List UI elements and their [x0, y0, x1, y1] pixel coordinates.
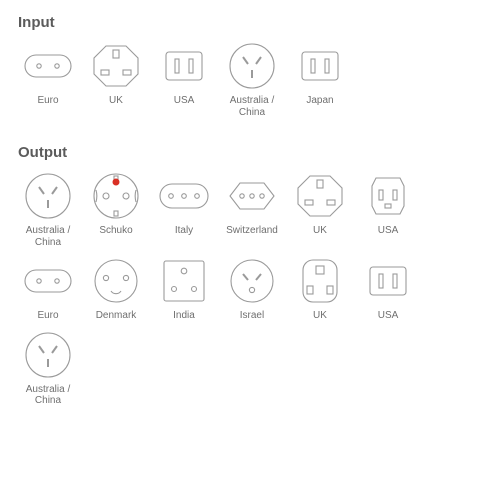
aus-big-icon [18, 171, 78, 221]
uk-icon [86, 41, 146, 91]
usa-outlet-icon [154, 41, 214, 91]
plug-cell: USA [358, 171, 418, 248]
plug-label: Schuko [99, 225, 132, 237]
usa-iec-icon [358, 171, 418, 221]
israel-icon [222, 256, 282, 306]
plug-label: UK [109, 95, 123, 107]
plug-label: Australia / China [230, 95, 274, 118]
plug-cell: India [154, 256, 214, 322]
aus-big-icon [18, 330, 78, 380]
plug-label: UK [313, 225, 327, 237]
uk-tall-icon [290, 256, 350, 306]
aus-big-icon [222, 41, 282, 91]
plug-label: India [173, 310, 195, 322]
plug-cell: UK [290, 256, 350, 322]
plug-label: Japan [306, 95, 333, 107]
plug-label: Switzerland [226, 225, 278, 237]
plug-label: Euro [37, 95, 58, 107]
india-icon [154, 256, 214, 306]
plug-cell: Israel [222, 256, 282, 322]
plug-label: Euro [37, 310, 58, 322]
plug-label: Israel [240, 310, 264, 322]
plug-cell: Euro [18, 256, 78, 322]
plug-cell: Japan [290, 41, 350, 118]
plug-cell: Euro [18, 41, 78, 118]
uk-icon [290, 171, 350, 221]
plug-cell: USA [358, 256, 418, 322]
section-title-input: Input [18, 14, 482, 31]
usa-outlet-icon [358, 256, 418, 306]
input-grid: Euro UK USA Australia / China Japan [18, 41, 482, 118]
plug-label: USA [174, 95, 195, 107]
plug-label: USA [378, 225, 399, 237]
plug-cell: Italy [154, 171, 214, 248]
plug-cell: Switzerland [222, 171, 282, 248]
output-grid: Australia / China Schuko Italy Switzerland U… [18, 171, 482, 407]
denmark-icon [86, 256, 146, 306]
italy-icon [154, 171, 214, 221]
section-title-output: Output [18, 144, 482, 161]
plug-cell: Australia / China [18, 330, 78, 407]
plug-label: Australia / China [26, 225, 70, 248]
plug-cell: USA [154, 41, 214, 118]
swiss-icon [222, 171, 282, 221]
plug-label: UK [313, 310, 327, 322]
plug-cell: Australia / China [18, 171, 78, 248]
plug-label: Italy [175, 225, 193, 237]
plug-label: Australia / China [26, 384, 70, 407]
schuko-icon [86, 171, 146, 221]
plug-cell: Denmark [86, 256, 146, 322]
plug-label: USA [378, 310, 399, 322]
usa-outlet-icon [290, 41, 350, 91]
euro-icon [18, 41, 78, 91]
plug-cell: UK [290, 171, 350, 248]
plug-label: Denmark [96, 310, 137, 322]
plug-cell: Australia / China [222, 41, 282, 118]
euro-icon [18, 256, 78, 306]
plug-cell: UK [86, 41, 146, 118]
plug-cell: Schuko [86, 171, 146, 248]
